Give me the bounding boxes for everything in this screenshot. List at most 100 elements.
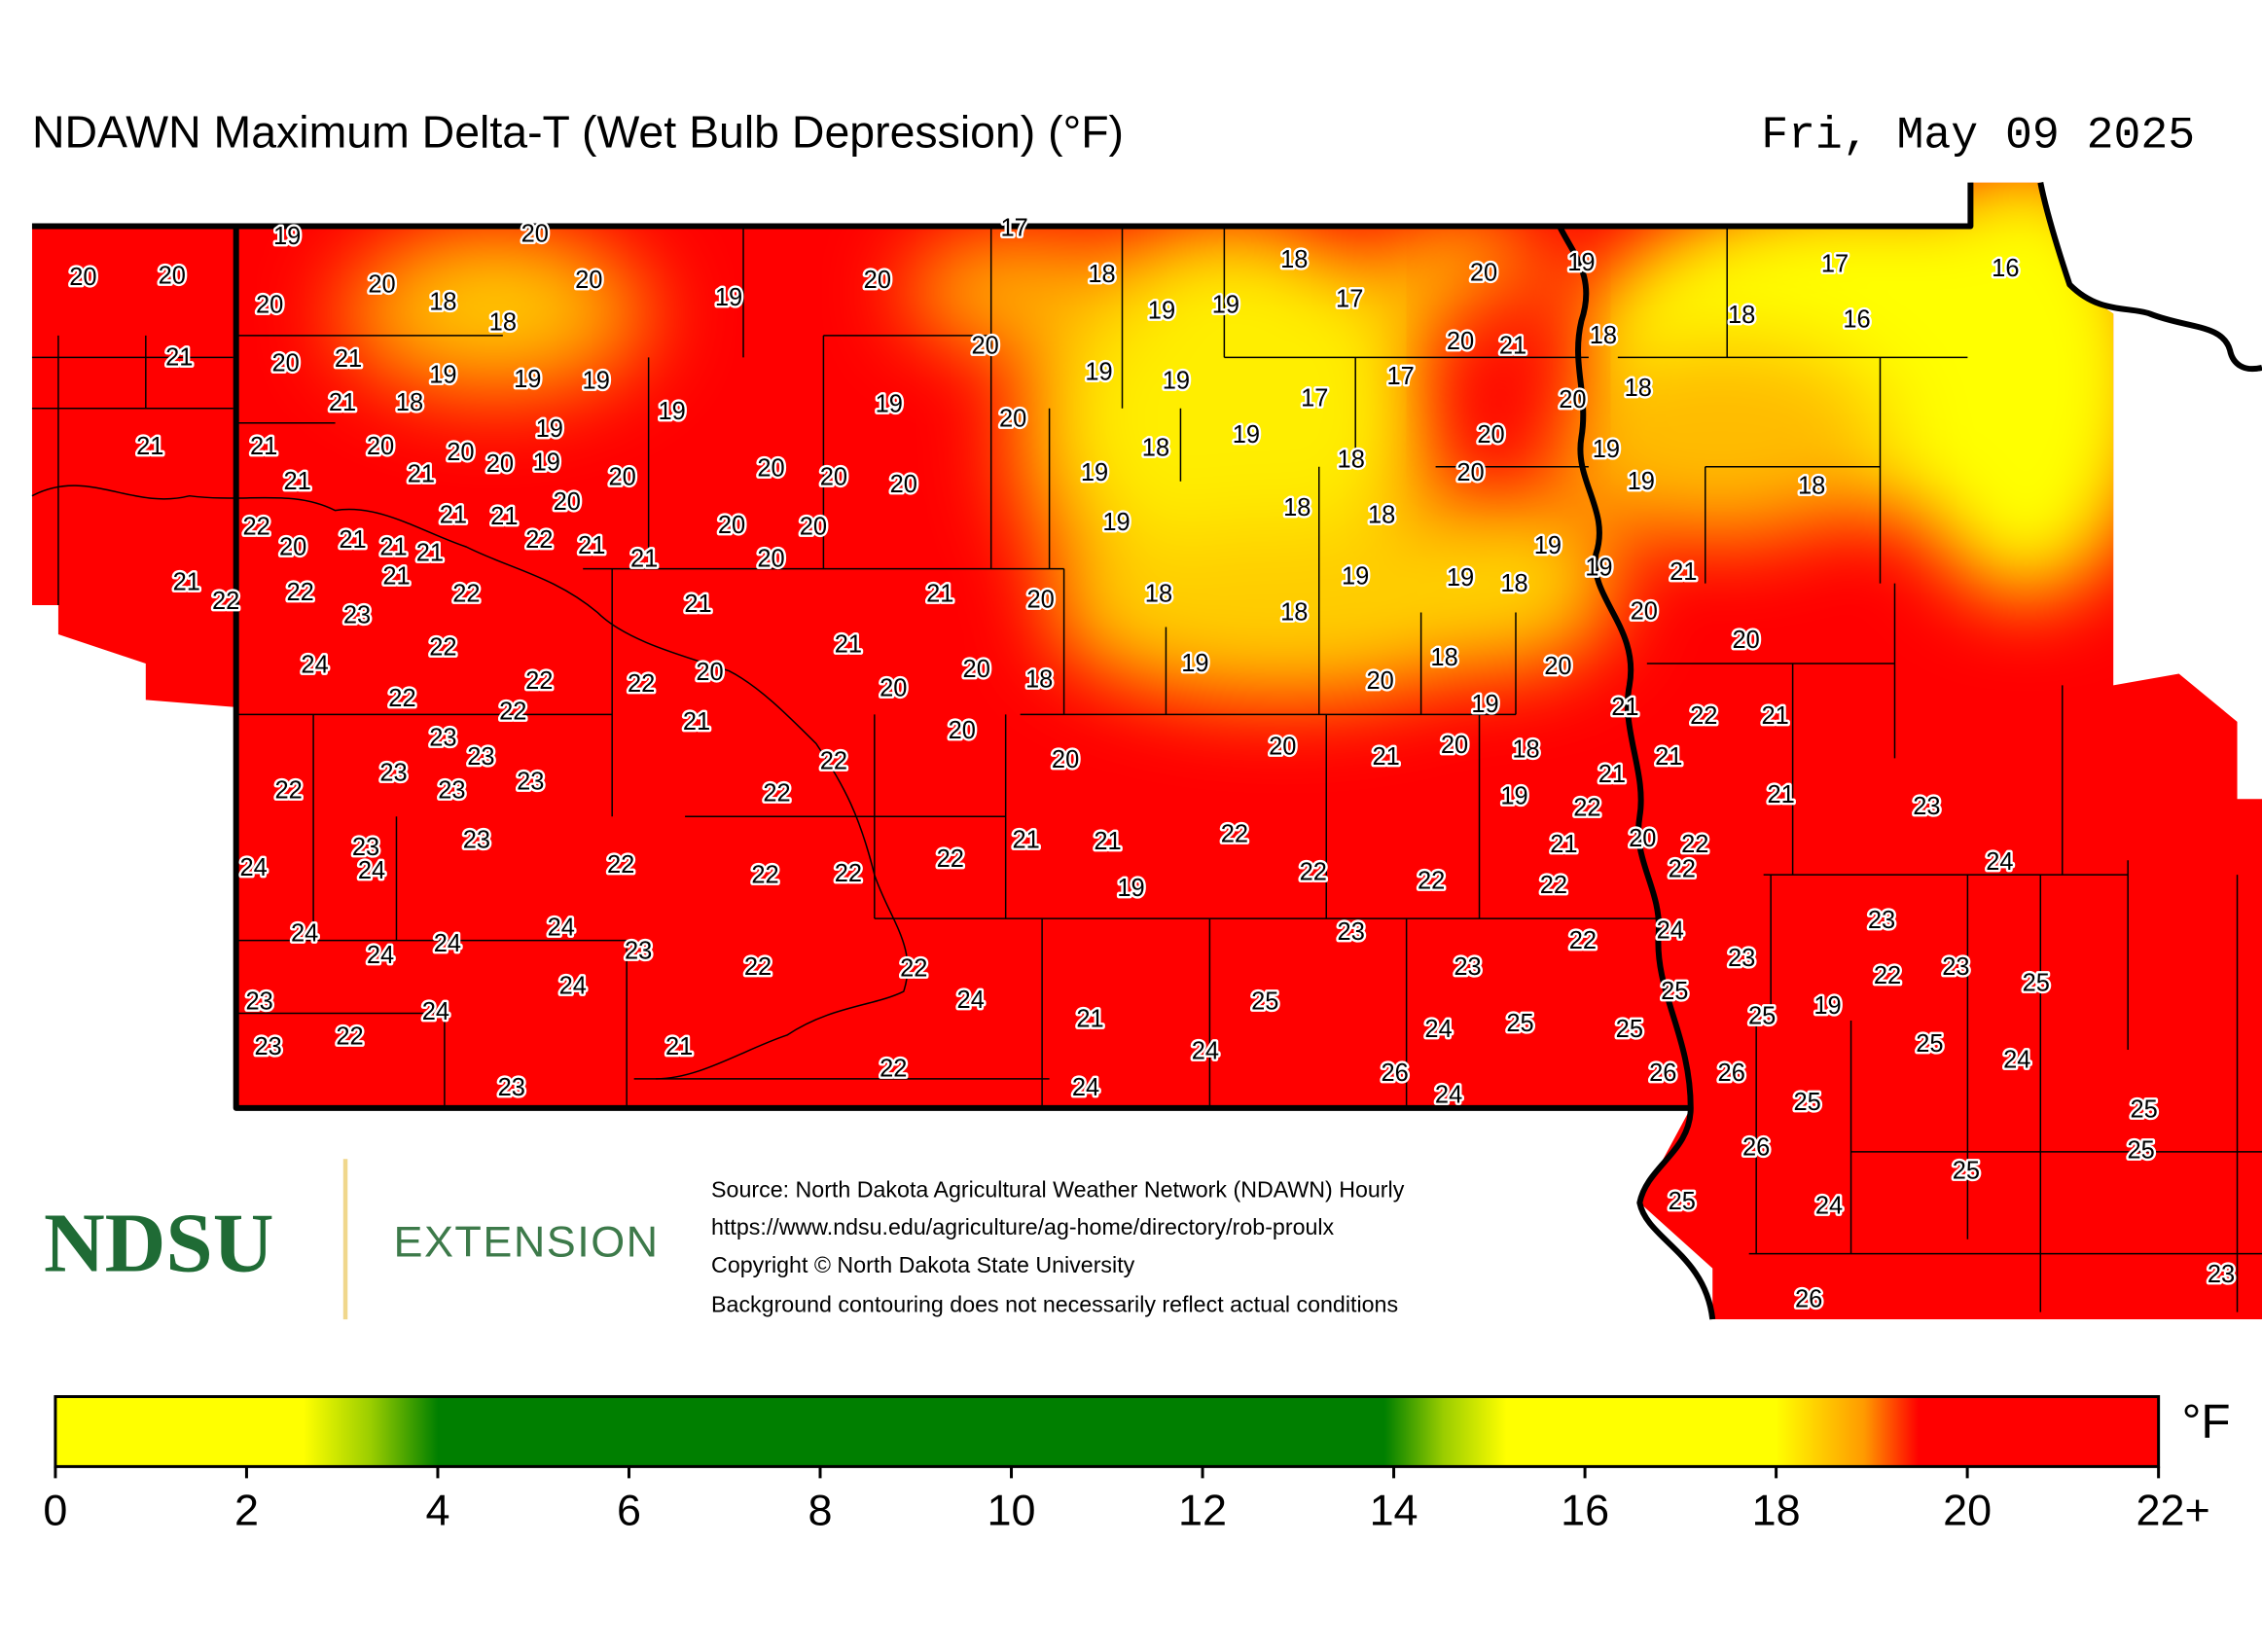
station-value: 23 xyxy=(245,988,272,1016)
station-value: 22 xyxy=(1681,831,1708,858)
station-value: 25 xyxy=(1953,1158,1980,1185)
station-value: 25 xyxy=(1251,988,1278,1016)
station-value: 24 xyxy=(291,919,318,947)
station-value: 20 xyxy=(1269,734,1296,761)
station-value: 23 xyxy=(498,1074,525,1101)
station-value: 18 xyxy=(1368,501,1395,528)
station-value: 23 xyxy=(625,937,652,964)
station-value: 18 xyxy=(1025,666,1053,694)
station-value: 18 xyxy=(1145,580,1172,607)
station-value: 24 xyxy=(367,942,394,969)
station-value: 23 xyxy=(1868,907,1895,934)
station-value: 21 xyxy=(283,468,310,495)
station-value: 21 xyxy=(379,533,407,560)
station-value: 22 xyxy=(1418,867,1445,894)
station-value: 20 xyxy=(1629,825,1656,852)
credit-line: Copyright © North Dakota State Universit… xyxy=(711,1252,1135,1277)
station-value: 20 xyxy=(609,463,636,490)
station-value: 25 xyxy=(2023,969,2050,996)
station-value: 20 xyxy=(963,656,990,683)
contour-field xyxy=(31,182,2262,1320)
colorbar-tick-label: 0 xyxy=(43,1485,67,1534)
map-title: NDAWN Maximum Delta-T (Wet Bulb Depressi… xyxy=(32,107,1124,158)
colorbar-tick-label: 4 xyxy=(425,1485,449,1534)
station-value: 20 xyxy=(1456,459,1484,486)
station-value: 19 xyxy=(533,449,560,476)
station-value: 21 xyxy=(630,545,658,572)
station-value: 20 xyxy=(486,450,514,478)
station-value: 21 xyxy=(382,562,410,590)
map-date: Fri, May 09 2025 xyxy=(1761,110,2195,162)
station-value: 25 xyxy=(1616,1016,1643,1043)
station-value: 20 xyxy=(256,292,283,319)
station-value: 22 xyxy=(820,748,847,775)
station-value: 25 xyxy=(2131,1096,2158,1124)
station-value: 19 xyxy=(1471,691,1498,718)
station-value: 23 xyxy=(1338,918,1365,946)
station-value: 21 xyxy=(1094,828,1121,855)
station-value: 20 xyxy=(521,220,549,247)
colorbar-unit: °F xyxy=(2182,1394,2231,1448)
station-value: 22 xyxy=(525,667,553,695)
station-value: 19 xyxy=(273,223,301,250)
station-value: 18 xyxy=(1088,261,1115,288)
station-value: 20 xyxy=(1026,586,1054,613)
station-value: 24 xyxy=(434,930,461,957)
station-value: 22 xyxy=(1690,702,1717,730)
station-value: 22 xyxy=(937,845,964,873)
river-lines xyxy=(31,485,909,1080)
logo-unit: EXTENSION xyxy=(393,1217,659,1267)
station-value: 25 xyxy=(1506,1010,1533,1037)
station-value: 18 xyxy=(1512,736,1539,764)
station-value: 19 xyxy=(1500,783,1527,810)
station-value: 22 xyxy=(429,634,456,662)
station-value: 21 xyxy=(1012,826,1039,853)
station-value: 24 xyxy=(301,652,328,679)
credit-line: https://www.ndsu.edu/agriculture/ag-home… xyxy=(711,1214,1335,1239)
station-value: 18 xyxy=(1500,570,1527,597)
station-value: 20 xyxy=(1470,260,1497,287)
station-value: 20 xyxy=(718,512,745,539)
station-value: 23 xyxy=(1942,953,1969,981)
station-value: 19 xyxy=(715,284,742,311)
station-value: 18 xyxy=(1280,246,1308,273)
station-value: 22 xyxy=(751,861,778,888)
station-value: 19 xyxy=(1628,468,1655,495)
station-value: 22 xyxy=(499,699,526,726)
station-value: 24 xyxy=(1424,1016,1452,1043)
station-value: 23 xyxy=(463,826,490,853)
station-value: 18 xyxy=(489,309,517,337)
station-value: 24 xyxy=(957,987,985,1014)
station-value: 21 xyxy=(1499,333,1526,360)
station-value: 20 xyxy=(757,454,784,482)
station-value: 23 xyxy=(343,602,371,629)
station-value: 22 xyxy=(274,777,302,805)
state-borders xyxy=(31,182,2262,1320)
station-value: 18 xyxy=(429,289,456,316)
station-value: 21 xyxy=(136,433,163,460)
station-value: 24 xyxy=(2003,1047,2030,1074)
station-value: 26 xyxy=(1795,1285,1822,1312)
station-value: 19 xyxy=(429,362,456,389)
colorbar xyxy=(54,1394,2161,1468)
station-value: 20 xyxy=(757,545,784,572)
station-value: 22 xyxy=(1540,872,1567,899)
station-value: 22 xyxy=(1569,927,1597,954)
station-value: 20 xyxy=(1441,732,1468,759)
station-value: 26 xyxy=(1381,1059,1408,1087)
station-value: 21 xyxy=(335,345,362,373)
colorbar-tick-label: 6 xyxy=(617,1485,641,1534)
station-value: 19 xyxy=(1117,875,1144,902)
colorbar-tick-label: 22+ xyxy=(2136,1485,2210,1534)
station-value: 24 xyxy=(1657,916,1684,944)
station-value: 18 xyxy=(1625,375,1652,402)
station-value: 24 xyxy=(240,854,268,881)
station-value: 23 xyxy=(1728,945,1755,972)
station-value: 25 xyxy=(2128,1137,2155,1165)
station-value: 17 xyxy=(1000,214,1027,241)
station-value: 20 xyxy=(279,533,306,560)
station-value: 17 xyxy=(1386,363,1414,390)
station-value: 22 xyxy=(1221,820,1248,847)
station-value: 20 xyxy=(1367,667,1394,695)
colorbar-tick-label: 16 xyxy=(1561,1485,1609,1534)
